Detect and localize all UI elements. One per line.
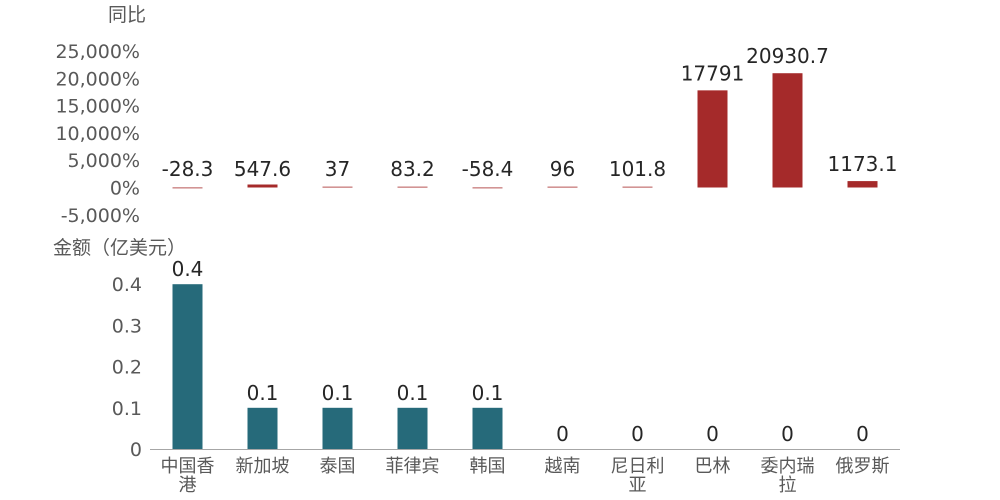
category-label: 俄罗斯 <box>836 456 890 477</box>
top-data-label: 101.8 <box>609 157 666 181</box>
yoy-chart: 同比 25,000%20,000%15,000%10,000%5,000%0%-… <box>55 4 897 227</box>
top-bar <box>247 184 278 188</box>
category-label: 韩国 <box>470 456 506 477</box>
bottom-bar <box>247 407 278 449</box>
bottom-bars <box>172 284 503 449</box>
top-y-tick-label: 10,000% <box>55 123 140 145</box>
bottom-data-label: 0 <box>781 422 794 446</box>
bottom-data-label: 0.1 <box>247 381 279 405</box>
bottom-data-labels: 0.4 0.1 0.1 0.1 0.1 0 0 0 0 0 <box>172 257 869 446</box>
bottom-bar <box>322 407 353 449</box>
top-bar <box>622 186 653 188</box>
bottom-y-tick-label: 0.4 <box>112 274 142 296</box>
top-data-label: 547.6 <box>234 157 291 181</box>
top-y-tick-label: 25,000% <box>55 41 140 63</box>
bottom-bar <box>172 284 203 449</box>
bottom-data-label: 0 <box>856 422 869 446</box>
category-label: 菲律宾 <box>386 456 440 477</box>
top-data-label: 83.2 <box>390 157 435 181</box>
top-data-label: 37 <box>325 157 350 181</box>
top-bar <box>322 186 353 188</box>
top-data-label: -58.4 <box>462 157 514 181</box>
bottom-y-tick-label: 0.2 <box>112 357 142 379</box>
top-data-label: 17791 <box>681 61 745 85</box>
top-data-labels: -28.3 547.6 37 83.2 -58.4 96 101.8 1779120930.7… <box>162 44 898 181</box>
bottom-data-label: 0 <box>631 422 644 446</box>
top-bar <box>772 73 803 188</box>
bottom-data-label: 0 <box>706 422 719 446</box>
category-label: 港 <box>179 475 197 496</box>
top-y-tick-label: 0% <box>110 178 140 200</box>
bottom-y-axis-title: 金额（亿美元） <box>53 237 186 259</box>
top-data-label: 20930.7 <box>746 44 829 68</box>
top-y-axis-title: 同比 <box>108 4 146 26</box>
category-label: 委内瑞 <box>761 456 815 477</box>
bottom-data-label: 0.1 <box>322 381 354 405</box>
top-y-tick-labels: 25,000% 20,000% 15,000% 10,000% 5,000% 0% -5,0… <box>55 41 140 227</box>
top-bar <box>697 90 728 188</box>
category-label: 巴林 <box>695 456 731 477</box>
bottom-y-tick-label: 0.1 <box>112 398 142 420</box>
top-data-label: -28.3 <box>162 157 214 181</box>
category-label: 尼日利 <box>611 456 665 477</box>
top-y-tick-label: -5,000% <box>61 205 140 227</box>
top-y-tick-label: 5,000% <box>68 150 140 172</box>
bottom-y-tick-label: 0 <box>130 439 142 461</box>
top-y-tick-label: 20,000% <box>55 68 140 90</box>
bottom-y-tick-labels: 0.4 0.3 0.2 0.1 0 <box>112 274 142 461</box>
bottom-bar <box>472 407 503 449</box>
category-label: 越南 <box>545 456 581 477</box>
top-y-tick-label: 15,000% <box>55 96 140 118</box>
top-bar <box>547 186 578 188</box>
category-label: 拉 <box>779 475 797 496</box>
bottom-data-label: 0.1 <box>397 381 429 405</box>
bottom-data-label: 0.1 <box>472 381 504 405</box>
category-label: 新加坡 <box>236 456 290 477</box>
category-label: 泰国 <box>320 456 356 477</box>
top-bar <box>847 181 878 188</box>
category-label: 亚 <box>629 475 647 496</box>
top-data-label: 1173.1 <box>828 152 898 176</box>
top-bar <box>172 187 203 189</box>
top-bar <box>397 186 428 188</box>
bottom-data-label: 0.4 <box>172 257 204 281</box>
category-label: 中国香 <box>161 456 215 477</box>
top-bars <box>172 73 878 189</box>
top-data-label: 96 <box>550 157 575 181</box>
amount-chart: 金额（亿美元） 0.40.30.20.10 0.40.1 0.1 0.1 0.10 0 0… <box>53 237 900 496</box>
bottom-data-label: 0 <box>556 422 569 446</box>
top-bar <box>472 187 503 189</box>
bottom-y-tick-label: 0.3 <box>112 315 142 337</box>
bottom-bar <box>397 407 428 449</box>
